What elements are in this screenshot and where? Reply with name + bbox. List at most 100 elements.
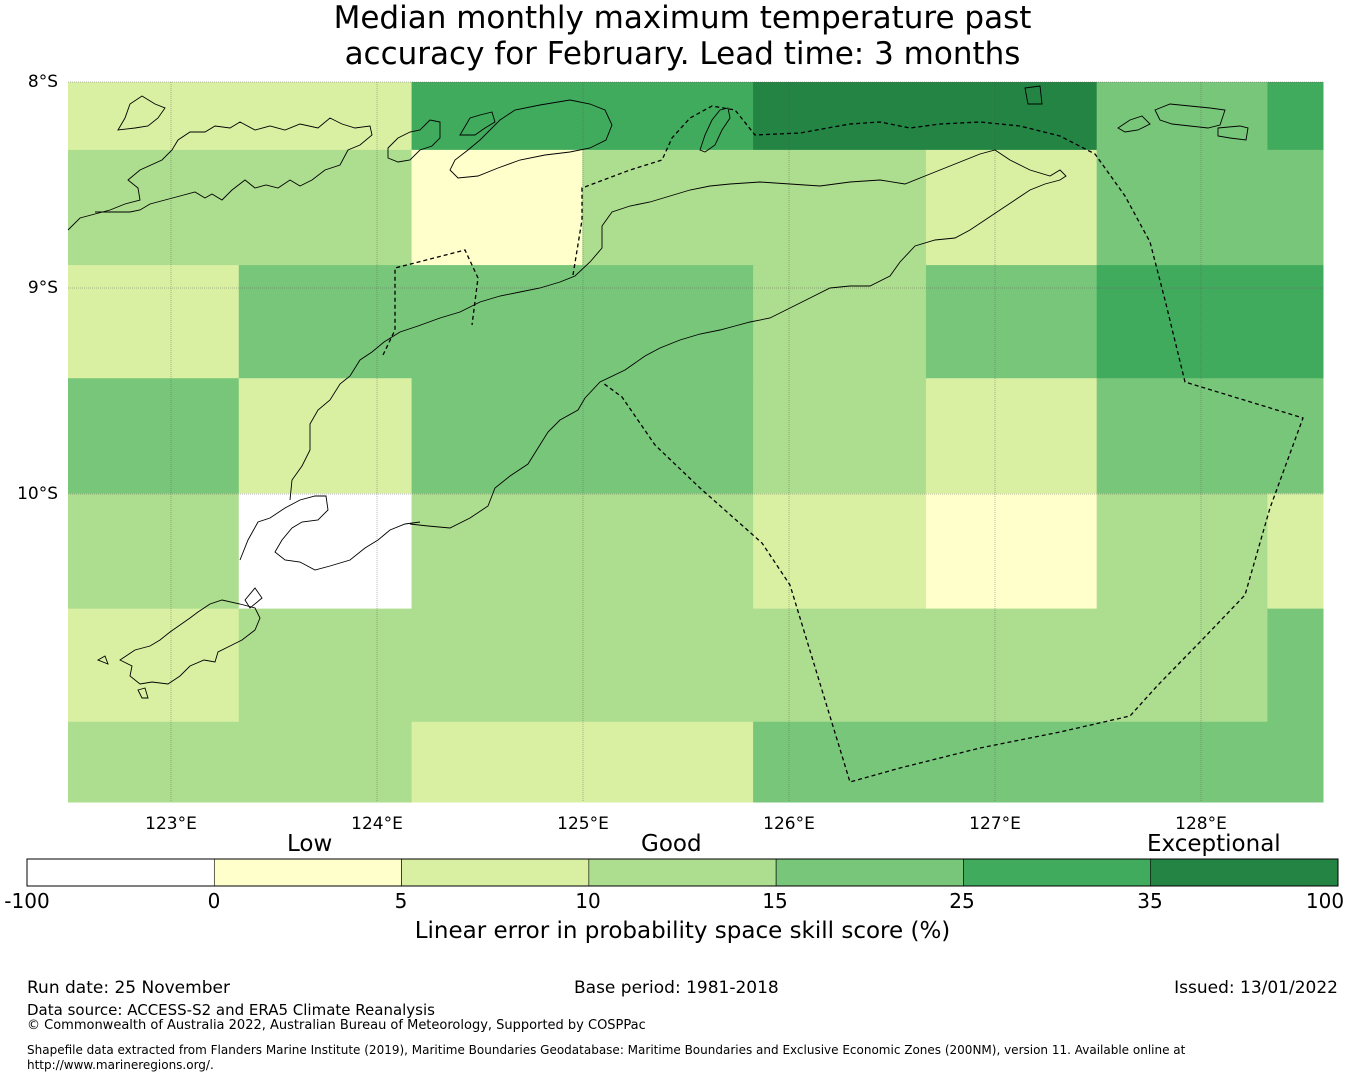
skill-grid	[68, 82, 1324, 803]
colorbar-segment	[26, 858, 215, 887]
skill-cell	[238, 149, 413, 266]
skill-cell	[238, 608, 413, 723]
category-low: Low	[287, 831, 333, 857]
skill-cell	[925, 608, 1098, 723]
lat-label-8s: 8°S	[27, 72, 58, 92]
skill-cell	[582, 82, 754, 151]
colorbar-title: Linear error in probability space skill …	[414, 918, 951, 944]
skill-cell	[1267, 608, 1324, 723]
category-exceptional: Exceptional	[1147, 831, 1281, 857]
skill-cell	[1267, 721, 1324, 803]
lat-label-10s: 10°S	[17, 484, 58, 504]
lon-label-128e: 128°E	[1175, 814, 1227, 834]
skill-cell	[753, 608, 927, 723]
lon-label-125e: 125°E	[557, 814, 609, 834]
skill-cell	[753, 721, 927, 803]
skill-cell	[238, 82, 413, 151]
lat-label-9s: 9°S	[27, 278, 58, 298]
skill-cell	[1267, 378, 1324, 494]
skill-cell	[925, 149, 1098, 266]
colorbar-segment	[775, 858, 964, 887]
shapefile-credit-line-1: Shapefile data extracted from Flanders M…	[27, 1043, 1186, 1057]
skill-cell	[411, 493, 583, 610]
shapefile-credit: Shapefile data extracted from Flanders M…	[27, 1043, 1327, 1073]
skill-cell	[753, 265, 927, 379]
skill-cell	[753, 82, 927, 151]
map-title-line-1: Median monthly maximum temperature past	[333, 0, 1032, 36]
lon-label-126e: 126°E	[763, 814, 815, 834]
colorbar-tick: 25	[949, 889, 975, 913]
skill-cell	[238, 378, 413, 494]
colorbar-tick: 15	[762, 889, 788, 913]
lon-label-124e: 124°E	[351, 814, 403, 834]
lon-label-127e: 127°E	[969, 814, 1021, 834]
colorbar-border	[26, 858, 1339, 887]
colorbar-tick: 35	[1137, 889, 1163, 913]
lon-label-123e: 123°E	[145, 814, 197, 834]
skill-cell	[1267, 265, 1324, 379]
colorbar-segment	[1150, 858, 1339, 887]
skill-cell	[582, 378, 754, 494]
skill-cell	[1267, 493, 1324, 610]
colorbar-tick: 100	[1305, 889, 1345, 913]
skill-cell	[68, 149, 240, 266]
skill-cell	[582, 149, 754, 266]
skill-cell	[582, 608, 754, 723]
skill-cell	[1096, 493, 1268, 610]
skill-cell	[1096, 378, 1268, 494]
colorbar-segment	[401, 858, 590, 887]
skill-cell	[68, 378, 240, 494]
skill-cell	[411, 149, 583, 266]
colorbar-tick: 5	[394, 889, 408, 913]
colorbar-tick: -100	[4, 889, 50, 913]
skill-cell	[582, 721, 754, 803]
skill-cell	[1096, 149, 1268, 266]
skill-cell	[411, 608, 583, 723]
skill-cell	[753, 149, 927, 266]
map-title-line-2: accuracy for February. Lead time: 3 mont…	[344, 36, 1021, 72]
skill-cell	[238, 493, 413, 610]
skill-cell	[238, 265, 413, 379]
skill-cell	[1096, 608, 1268, 723]
issued-date: Issued: 13/01/2022	[1174, 978, 1338, 998]
skill-cell	[925, 721, 1098, 803]
skill-cell	[68, 721, 240, 803]
run-date: Run date: 25 November	[27, 978, 230, 998]
skill-cell	[411, 721, 583, 803]
skill-cell	[925, 82, 1098, 151]
skill-cell	[925, 493, 1098, 610]
category-good: Good	[641, 831, 702, 857]
coastlines	[67, 85, 1249, 699]
eez-boundaries	[382, 105, 1304, 783]
graticule	[68, 81, 1323, 802]
base-period: Base period: 1981-2018	[574, 978, 779, 998]
colorbar	[26, 858, 1339, 887]
skill-cell	[1096, 265, 1268, 379]
skill-cell	[411, 82, 583, 151]
skill-cell	[582, 265, 754, 379]
skill-cell	[68, 493, 240, 610]
skill-cell	[68, 265, 240, 379]
skill-cell	[582, 493, 754, 610]
skill-cell	[925, 378, 1098, 494]
colorbar-segment	[963, 858, 1152, 887]
skill-cell	[411, 265, 583, 379]
copyright: © Commonwealth of Australia 2022, Austra…	[27, 1018, 646, 1033]
skill-cell	[925, 265, 1098, 379]
skill-cell	[1096, 82, 1268, 151]
skill-cell	[1267, 149, 1324, 266]
data-source: Data source: ACCESS-S2 and ERA5 Climate …	[27, 1001, 435, 1019]
shapefile-credit-line-2: http://www.marineregions.org/.	[27, 1058, 214, 1072]
colorbar-tick: 10	[575, 889, 601, 913]
skill-cell	[1267, 82, 1324, 151]
skill-cell	[1096, 721, 1268, 803]
skill-cell	[411, 378, 583, 494]
skill-cell	[68, 82, 240, 151]
colorbar-tick: 0	[207, 889, 221, 913]
colorbar-segment	[213, 858, 402, 887]
skill-cell	[238, 721, 413, 803]
skill-cell	[753, 493, 927, 610]
skill-cell	[68, 608, 240, 723]
colorbar-segment	[588, 858, 777, 887]
